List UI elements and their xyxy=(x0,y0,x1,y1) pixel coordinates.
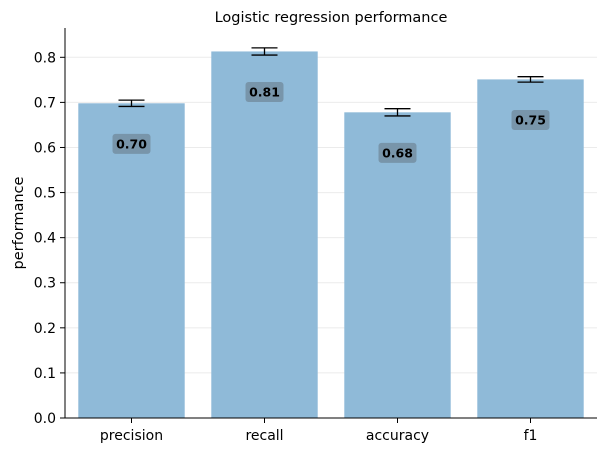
error-bar-accuracy xyxy=(384,108,411,117)
error-bar-recall xyxy=(251,47,278,56)
data-label-box-f1 xyxy=(511,109,550,130)
data-label-box-precision xyxy=(112,133,151,154)
data-label-accuracy: 0.68 xyxy=(382,145,413,160)
bars xyxy=(78,51,584,419)
data-label-recall: 0.81 xyxy=(249,85,280,100)
data-labels: 0.70 0.81 0.68 0.75 xyxy=(112,82,550,163)
data-label-box-recall xyxy=(245,82,284,103)
y-tick-label-2: 0.2 xyxy=(34,321,56,337)
y-ticks: 0.0 0.1 0.2 0.3 0.4 0.5 0.6 0.7 0.8 xyxy=(34,50,65,427)
error-bar-precision xyxy=(118,99,145,108)
data-label-precision: 0.70 xyxy=(116,136,147,151)
y-tick-label-8: 0.8 xyxy=(34,50,56,66)
x-tick-label-precision: precision xyxy=(100,428,163,444)
y-tick-label-6: 0.6 xyxy=(34,140,56,156)
bar-precision xyxy=(78,103,185,418)
data-label-f1: 0.75 xyxy=(515,112,546,127)
error-bars xyxy=(118,47,544,117)
chart-title: Logistic regression performance xyxy=(215,10,448,26)
x-tick-label-recall: recall xyxy=(245,428,283,444)
axes xyxy=(64,28,597,419)
bar-recall xyxy=(211,51,318,418)
x-tick-label-f1: f1 xyxy=(524,428,538,444)
error-bar-f1 xyxy=(517,76,544,83)
bar-accuracy xyxy=(344,112,451,419)
y-tick-label-1: 0.1 xyxy=(34,366,56,382)
y-tick-label-7: 0.7 xyxy=(34,95,56,111)
bar-f1 xyxy=(477,79,584,419)
y-axis-label: performance xyxy=(11,176,27,269)
x-ticks: precision recall accuracy f1 xyxy=(100,418,538,444)
y-tick-label-5: 0.5 xyxy=(34,186,56,202)
data-label-box-accuracy xyxy=(378,142,417,163)
y-tick-label-3: 0.3 xyxy=(34,276,56,292)
y-tick-label-0: 0.0 xyxy=(34,411,56,427)
y-tick-label-4: 0.4 xyxy=(34,231,56,247)
x-tick-label-accuracy: accuracy xyxy=(366,428,429,444)
